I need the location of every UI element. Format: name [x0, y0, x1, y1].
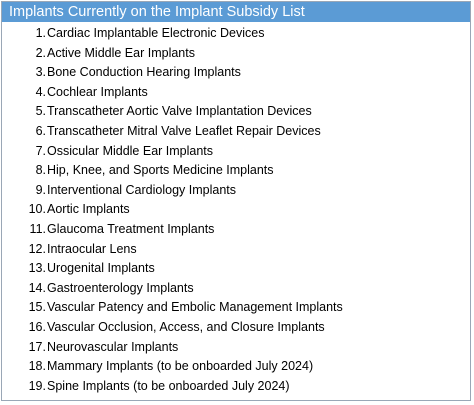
list-item: 15.Vascular Patency and Embolic Manageme… [2, 298, 470, 318]
list-item: 8.Hip, Knee, and Sports Medicine Implant… [2, 161, 470, 181]
item-number: 14. [28, 280, 46, 295]
item-number: 3. [35, 65, 46, 80]
list-item: 9.Interventional Cardiology Implants [2, 181, 470, 201]
item-number: 8. [35, 163, 46, 178]
item-label: Cardiac Implantable Electronic Devices [47, 26, 265, 40]
item-label: Interventional Cardiology Implants [47, 182, 236, 197]
item-label: Mammary Implants (to be onboarded July 2… [47, 359, 314, 374]
item-number: 10. [28, 202, 46, 217]
item-label: Ossicular Middle Ear Implants [47, 143, 214, 158]
item-number: 7. [35, 143, 46, 158]
item-label: Transcatheter Aortic Valve Implantation … [47, 104, 312, 119]
list-item: 3.Bone Conduction Hearing Implants [2, 63, 470, 83]
item-number: 16. [28, 319, 46, 334]
item-label: Hip, Knee, and Sports Medicine Implants [47, 163, 274, 178]
item-number: 19. [28, 378, 46, 393]
panel-title: Implants Currently on the Implant Subsid… [2, 2, 470, 22]
list-item: 12.Intraocular Lens [2, 240, 470, 260]
item-number: 1. [35, 26, 46, 40]
list-item: 2.Active Middle Ear Implants [2, 44, 470, 64]
item-number: 2. [35, 45, 46, 60]
list-item: 4.Cochlear Implants [2, 83, 470, 103]
item-number: 12. [28, 241, 46, 256]
item-number: 6. [35, 123, 46, 138]
item-number: 11. [29, 221, 46, 236]
item-label: Cochlear Implants [47, 84, 148, 99]
list-item: 19.Spine Implants (to be onboarded July … [2, 377, 470, 397]
list-item: 14.Gastroenterology Implants [2, 279, 470, 299]
item-label: Spine Implants (to be onboarded July 202… [47, 378, 290, 393]
list-item: 16.Vascular Occlusion, Access, and Closu… [2, 318, 470, 338]
implant-list: 1.Cardiac Implantable Electronic Devices… [2, 24, 470, 396]
list-item: 1.Cardiac Implantable Electronic Devices [2, 24, 470, 44]
list-item: 5.Transcatheter Aortic Valve Implantatio… [2, 102, 470, 122]
item-label: Transcatheter Mitral Valve Leaflet Repai… [47, 123, 321, 138]
item-label: Intraocular Lens [47, 241, 137, 256]
item-label: Bone Conduction Hearing Implants [47, 65, 241, 80]
item-number: 18. [28, 359, 46, 374]
item-number: 9. [35, 182, 46, 197]
item-label: Vascular Patency and Embolic Management … [47, 300, 343, 315]
item-label: Neurovascular Implants [47, 339, 179, 354]
item-number: 15. [28, 300, 46, 315]
list-item: 17.Neurovascular Implants [2, 338, 470, 358]
item-label: Vascular Occlusion, Access, and Closure … [47, 319, 325, 334]
list-item: 10.Aortic Implants [2, 200, 470, 220]
list-item: 18.Mammary Implants (to be onboarded Jul… [2, 357, 470, 377]
item-number: 13. [28, 261, 46, 276]
list-item: 7.Ossicular Middle Ear Implants [2, 142, 470, 162]
item-number: 4. [35, 84, 46, 99]
implant-list-panel: Implants Currently on the Implant Subsid… [1, 1, 471, 401]
item-label: Active Middle Ear Implants [47, 45, 195, 60]
list-item: 11.Glaucoma Treatment Implants [2, 220, 470, 240]
item-label: Gastroenterology Implants [47, 280, 194, 295]
list-item: 6.Transcatheter Mitral Valve Leaflet Rep… [2, 122, 470, 142]
item-number: 17. [28, 339, 46, 354]
item-label: Glaucoma Treatment Implants [47, 221, 215, 236]
item-label: Aortic Implants [47, 202, 130, 217]
list-item: 13.Urogenital Implants [2, 259, 470, 279]
item-number: 5. [35, 104, 46, 119]
item-label: Urogenital Implants [47, 261, 155, 276]
